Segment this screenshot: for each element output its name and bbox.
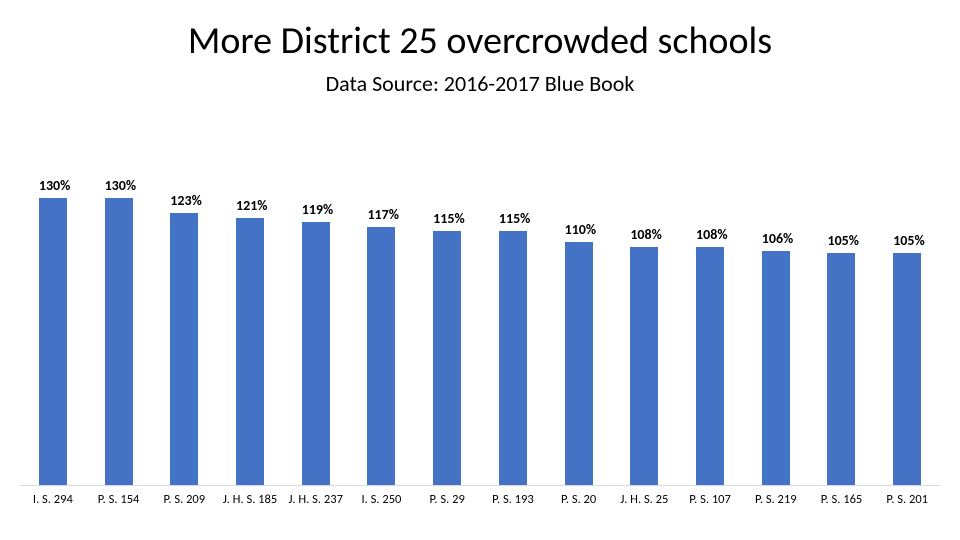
data-label: 130%: [39, 177, 67, 198]
bar: [367, 227, 395, 485]
category-label: P. S. 29: [414, 486, 480, 510]
data-label: 123%: [170, 192, 198, 213]
data-label: 108%: [696, 226, 724, 247]
bar: [630, 247, 658, 485]
category-axis: I. S. 294P. S. 154P. S. 209J. H. S. 185J…: [20, 486, 940, 510]
category-label: P. S. 20: [546, 486, 612, 510]
data-label: 115%: [499, 210, 527, 231]
category-label: P. S. 201: [874, 486, 940, 510]
bar-slot: 117%: [349, 198, 415, 485]
data-label: 110%: [565, 221, 593, 242]
category-label: J. H. S. 25: [611, 486, 677, 510]
bar-slot: 130%: [86, 198, 152, 485]
bar-chart: 130%130%123%121%119%117%115%115%110%108%…: [20, 170, 940, 510]
data-label: 130%: [105, 177, 133, 198]
category-label: P. S. 193: [480, 486, 546, 510]
data-label: 115%: [433, 210, 461, 231]
category-label: P. S. 107: [677, 486, 743, 510]
plot-area: 130%130%123%121%119%117%115%115%110%108%…: [20, 198, 940, 486]
bar-slot: 110%: [546, 198, 612, 485]
chart-subtitle: Data Source: 2016-2017 Blue Book: [0, 70, 960, 97]
bar: [893, 253, 921, 485]
bars-container: 130%130%123%121%119%117%115%115%110%108%…: [20, 198, 940, 485]
bar: [302, 222, 330, 485]
category-label: I. S. 250: [349, 486, 415, 510]
bar-slot: 108%: [611, 198, 677, 485]
bar-slot: 123%: [151, 198, 217, 485]
data-label: 119%: [302, 201, 330, 222]
bar-slot: 105%: [809, 198, 875, 485]
bar: [827, 253, 855, 485]
category-label: I. S. 294: [20, 486, 86, 510]
bar-slot: 115%: [480, 198, 546, 485]
bar-slot: 119%: [283, 198, 349, 485]
category-label: P. S. 165: [809, 486, 875, 510]
category-label: P. S. 219: [743, 486, 809, 510]
data-label: 108%: [630, 226, 658, 247]
slide: More District 25 overcrowded schools Dat…: [0, 0, 960, 540]
bar: [762, 251, 790, 485]
bar: [499, 231, 527, 485]
bar: [565, 242, 593, 485]
data-label: 121%: [236, 197, 264, 218]
category-label: J. H. S. 185: [217, 486, 283, 510]
bar-slot: 121%: [217, 198, 283, 485]
data-label: 105%: [893, 232, 921, 253]
bar: [39, 198, 67, 485]
bar: [236, 218, 264, 485]
chart-title: More District 25 overcrowded schools: [0, 18, 960, 64]
data-label: 117%: [367, 206, 395, 227]
bar: [105, 198, 133, 485]
bar-slot: 106%: [743, 198, 809, 485]
bar: [170, 213, 198, 485]
bar-slot: 108%: [677, 198, 743, 485]
bar: [433, 231, 461, 485]
bar-slot: 105%: [874, 198, 940, 485]
category-label: P. S. 154: [86, 486, 152, 510]
category-label: P. S. 209: [151, 486, 217, 510]
bar-slot: 130%: [20, 198, 86, 485]
data-label: 106%: [762, 230, 790, 251]
bar: [696, 247, 724, 485]
data-label: 105%: [827, 232, 855, 253]
category-label: J. H. S. 237: [283, 486, 349, 510]
bar-slot: 115%: [414, 198, 480, 485]
